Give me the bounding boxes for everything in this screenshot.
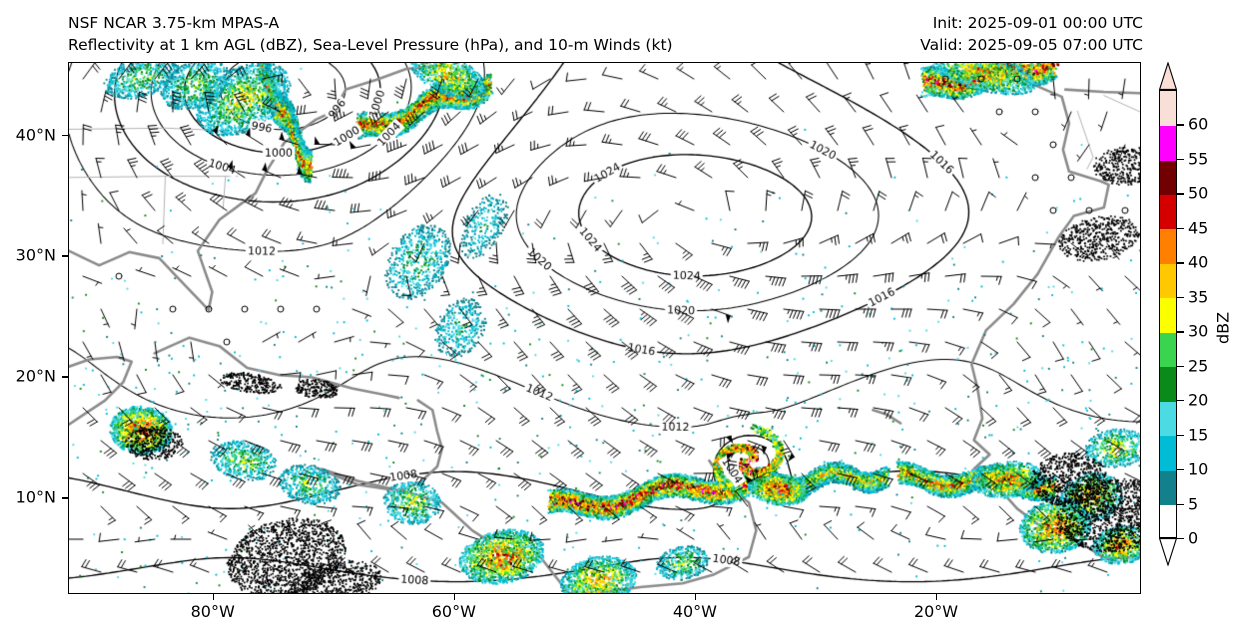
colorbar-tick (1177, 400, 1184, 402)
colorbar-tick (1177, 262, 1184, 264)
colorbar-tick (1177, 193, 1184, 195)
y-axis-ticklabel: 20°N (15, 366, 56, 386)
colorbar-band (1160, 401, 1176, 437)
valid-time-label: Valid: 2025-09-05 07:00 UTC (920, 36, 1143, 54)
colorbar-ticklabel: 55 (1188, 149, 1209, 169)
colorbar-tick (1177, 503, 1184, 505)
x-axis-tick (453, 594, 456, 600)
map-plot-area[interactable] (68, 62, 1141, 594)
x-axis-tick (694, 594, 697, 600)
colorbar-band (1160, 263, 1176, 299)
y-axis-tick (62, 255, 68, 257)
colorbar-ticklabel: 10 (1188, 459, 1209, 479)
y-axis-tick (62, 134, 68, 136)
colorbar: 0 5 10 15 20 25 30 35 40 45 50 55 60 dBZ (1159, 62, 1251, 594)
colorbar-axis-title: dBZ (1213, 311, 1233, 345)
y-axis-tick (62, 376, 68, 378)
header-title-block: NSF NCAR 3.75-km MPAS-A Reflectivity at … (68, 12, 673, 56)
colorbar-over-arrow (1159, 62, 1177, 90)
colorbar-band (1160, 366, 1176, 402)
colorbar-tick (1177, 365, 1184, 367)
colorbar-gradient (1159, 90, 1177, 538)
colorbar-ticklabel: 25 (1188, 356, 1209, 376)
colorbar-band (1160, 159, 1176, 195)
colorbar-ticklabel: 60 (1188, 114, 1209, 134)
colorbar-band (1160, 297, 1176, 333)
x-axis-ticklabel: 60°W (431, 602, 476, 621)
colorbar-tick (1177, 538, 1184, 540)
colorbar-tick (1177, 158, 1184, 161)
colorbar-ticklabel: 45 (1188, 218, 1209, 238)
colorbar-ticklabel: 40 (1188, 252, 1209, 272)
colorbar-tick (1177, 469, 1184, 471)
colorbar-band (1160, 435, 1176, 471)
x-axis-ticklabel: 20°W (913, 602, 959, 621)
x-axis-ticklabel: 40°W (672, 602, 717, 621)
colorbar-ticklabel: 0 (1188, 528, 1199, 548)
colorbar-band (1160, 504, 1176, 537)
y-axis-ticklabel: 30°N (15, 245, 56, 265)
field-description: Reflectivity at 1 km AGL (dBZ), Sea-Leve… (68, 36, 673, 54)
colorbar-ticklabel: 50 (1188, 183, 1209, 203)
colorbar-ticklabel: 20 (1188, 390, 1209, 410)
figure-header: NSF NCAR 3.75-km MPAS-A Reflectivity at … (0, 0, 1251, 60)
colorbar-ticklabel: 5 (1188, 494, 1199, 514)
colorbar-band (1160, 125, 1176, 161)
header-time-block: Init: 2025-09-01 00:00 UTC Valid: 2025-0… (920, 12, 1143, 56)
colorbar-band (1160, 91, 1176, 127)
colorbar-tick (1177, 227, 1184, 230)
y-axis-ticklabel: 10°N (15, 487, 56, 507)
colorbar-tick (1177, 434, 1184, 436)
colorbar-ticklabel: 35 (1188, 287, 1209, 307)
x-axis-ticklabel: 80°W (190, 602, 235, 621)
colorbar-tick (1177, 296, 1184, 299)
y-axis-tick (62, 497, 68, 499)
colorbar-under-arrow (1159, 538, 1177, 566)
colorbar-band (1160, 194, 1176, 230)
colorbar-tick (1177, 331, 1184, 333)
colorbar-band (1160, 228, 1176, 264)
colorbar-band (1160, 470, 1176, 506)
x-axis-tick (936, 594, 938, 600)
x-axis-tick (212, 594, 215, 600)
colorbar-band (1160, 332, 1176, 368)
colorbar-tick (1177, 124, 1184, 126)
weather-map-canvas[interactable] (69, 63, 1140, 593)
colorbar-ticklabel: 30 (1188, 321, 1209, 341)
colorbar-ticklabel: 15 (1188, 425, 1209, 445)
model-title: NSF NCAR 3.75-km MPAS-A (68, 14, 280, 32)
init-time-label: Init: 2025-09-01 00:00 UTC (932, 14, 1143, 32)
y-axis-ticklabel: 40°N (15, 125, 56, 145)
